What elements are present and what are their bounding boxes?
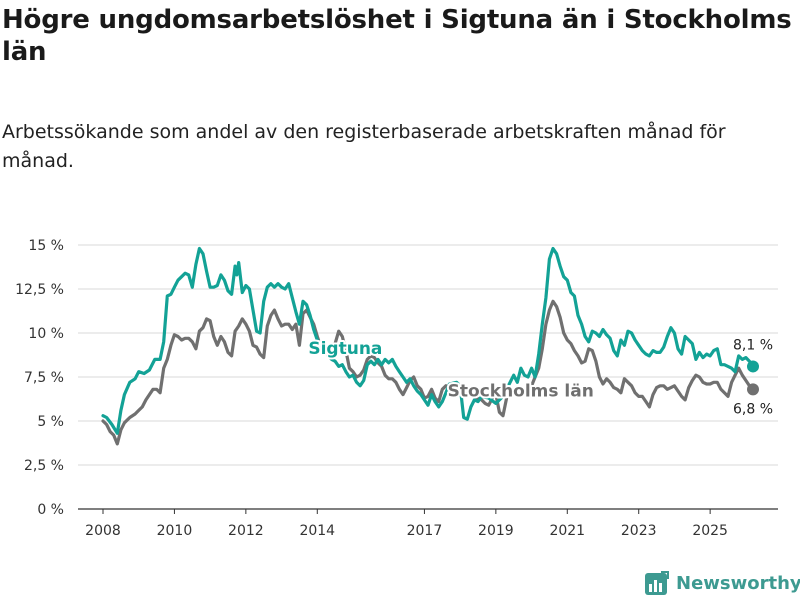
y-tick-label: 10 % xyxy=(28,326,64,342)
x-tick-label: 2010 xyxy=(157,523,193,539)
y-tick-label: 5 % xyxy=(37,414,64,430)
end-value-label-sigtuna: 8,1 % xyxy=(733,337,773,353)
series-endpoint-sigtuna xyxy=(747,360,759,373)
series-endpoint-stockholms-lan xyxy=(747,383,759,396)
line-chart: 0 %2,5 %5 %7,5 %10 %12,5 %15 % 2008 2010 2… xyxy=(15,238,778,539)
x-tick-label: 2021 xyxy=(549,523,585,539)
newsworthy-logo-icon xyxy=(645,571,669,595)
x-tick-label: 2025 xyxy=(692,523,728,539)
x-axis-ticks: 2008 2010 2012 2014 2017 2019 2021 2023 2025 xyxy=(85,509,728,539)
x-tick-label: 2017 xyxy=(407,523,443,539)
gridlines xyxy=(78,244,778,466)
series-label-stockholms-lan: Stockholms län xyxy=(448,381,594,401)
y-axis-ticks: 0 % 2,5 % 5 % 7,5 % 10 % 12,5 % 15 % xyxy=(15,238,64,518)
x-tick-label: 2019 xyxy=(478,523,514,539)
y-tick-label: 15 % xyxy=(28,238,64,254)
brand-logo: Newsworthy xyxy=(644,568,800,598)
y-tick-label: 0 % xyxy=(37,502,64,518)
end-value-label-stockholms-lan: 6,8 % xyxy=(733,401,773,417)
chart-title: Högre ungdomsarbetslöshet i Sigtuna än i… xyxy=(2,5,792,67)
series-label-sigtuna: Sigtuna xyxy=(308,339,382,359)
series-line-stockholms-lan xyxy=(101,299,755,446)
x-tick-label: 2012 xyxy=(228,523,264,539)
chart-subtitle: Arbetssökande som andel av den registerb… xyxy=(2,121,726,172)
y-tick-label: 12,5 % xyxy=(15,282,64,298)
series-labels: Sigtuna Stockholms län 8,1 % 6,8 % xyxy=(306,337,773,417)
x-tick-label: 2023 xyxy=(621,523,657,539)
brand-name: Newsworthy xyxy=(676,572,800,594)
y-tick-label: 2,5 % xyxy=(24,458,64,474)
x-tick-label: 2014 xyxy=(299,523,335,539)
series-line-sigtuna xyxy=(101,246,755,435)
x-tick-label: 2008 xyxy=(85,523,121,539)
series-lines xyxy=(101,246,759,446)
y-tick-label: 7,5 % xyxy=(24,370,64,386)
